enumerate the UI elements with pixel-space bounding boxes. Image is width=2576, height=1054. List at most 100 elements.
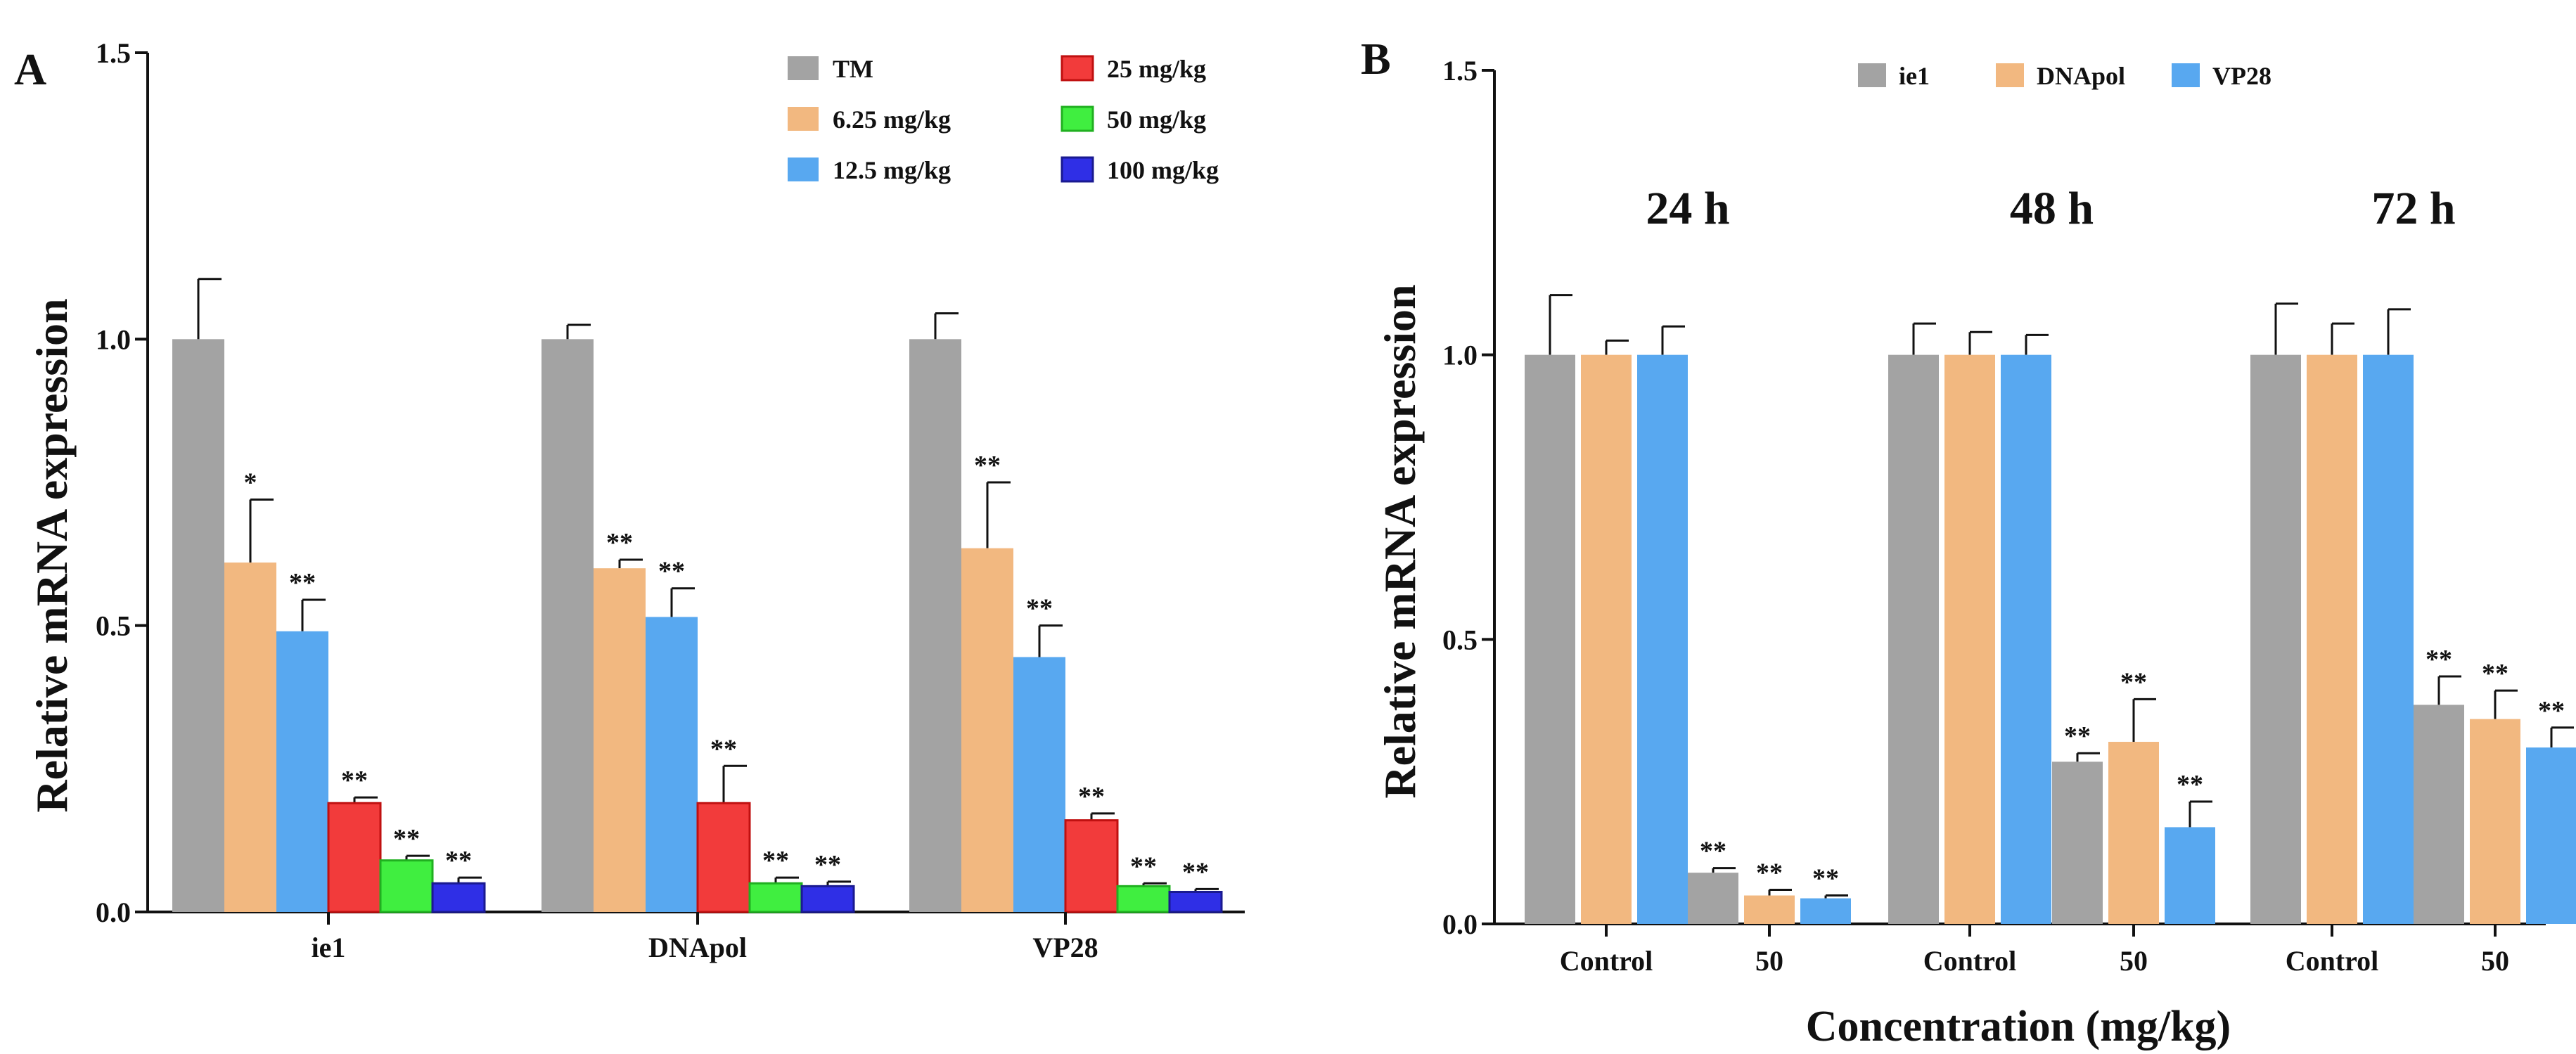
panel-b-significance: ** bbox=[1700, 837, 1726, 866]
panel-a-y-ticks: 0.0 0.5 1.0 1.5 bbox=[96, 37, 148, 928]
panel-a-bars: ***************** ********** ** bbox=[172, 278, 1223, 913]
panel-b-legend: ie1 DNApol VP28 bbox=[1858, 62, 2271, 90]
panel-a-significance: ** bbox=[445, 846, 472, 875]
panel-a-category-labels: ie1 DNApol VP28 bbox=[312, 912, 1098, 963]
panel-a-significance: ** bbox=[710, 734, 737, 764]
panel-a-bar bbox=[1168, 890, 1223, 913]
panel-a-bar bbox=[276, 631, 328, 912]
panel-b-y-tick-label: 0.5 bbox=[1442, 624, 1478, 655]
panel-b-bar bbox=[1637, 354, 1688, 925]
panel-b-bar bbox=[2363, 354, 2414, 925]
panel-a-bar bbox=[542, 339, 594, 912]
panel-a-bar bbox=[224, 563, 276, 912]
panel-a-significance: ** bbox=[606, 528, 633, 558]
panel-a-significance: ** bbox=[1026, 594, 1053, 624]
panel-a-category-label: VP28 bbox=[1032, 932, 1098, 963]
panel-a-legend: TM 6.25 mg/kg 12.5 mg/kg 25 mg/kg 50 mg/kg 10… bbox=[788, 55, 1219, 184]
panel-b-time-label: 24 h bbox=[1646, 183, 1729, 234]
panel-a-legend-label: 12.5 mg/kg bbox=[833, 156, 951, 184]
panel-a-bar bbox=[1116, 885, 1171, 913]
panel-a-legend-swatch bbox=[788, 158, 819, 181]
panel-b-bars: ** ** ** ** ** ** ** ** ** bbox=[1525, 294, 2576, 925]
panel-a-legend-swatch bbox=[1060, 55, 1094, 82]
panel-b-legend-label: ie1 bbox=[1899, 62, 1930, 90]
panel-b-y-ticks: 0.0 0.5 1.0 1.5 bbox=[1442, 55, 1494, 940]
panel-a-bar bbox=[327, 802, 382, 913]
panel-b-bar bbox=[1688, 873, 1738, 924]
panel-b-bar bbox=[2001, 354, 2051, 925]
panel-a-y-axis-title: Relative mRNA expression bbox=[27, 298, 77, 812]
panel-a-legend-swatch bbox=[1060, 156, 1094, 183]
panel-b-bar bbox=[1800, 898, 1851, 924]
panel-a-category-label: ie1 bbox=[312, 932, 346, 963]
panel-b-bar bbox=[1744, 895, 1795, 924]
panel-a: A Relative mRNA expression 0.00.51.01.5 … bbox=[14, 37, 1245, 963]
panel-a-legend-label: 25 mg/kg bbox=[1107, 55, 1206, 83]
panel-b-bar bbox=[2165, 827, 2215, 924]
panel-b-significance: ** bbox=[2177, 770, 2203, 799]
panel-b-label: B bbox=[1361, 34, 1391, 84]
panel-b-time-labels: 24 h 48 h 72 h bbox=[1646, 183, 2455, 234]
panel-a-significance: ** bbox=[1130, 851, 1157, 881]
panel-b-category-labels: Control 50 Control 50 Control 50 bbox=[1560, 924, 2509, 977]
panel-a-bar bbox=[961, 548, 1013, 912]
panel-a-significance: ** bbox=[658, 557, 685, 586]
panel-b: B Relative mRNA expression Concentration… bbox=[1361, 34, 2576, 1050]
panel-b-category-label: 50 bbox=[2481, 945, 2509, 977]
panel-b-bar bbox=[2526, 747, 2576, 924]
panel-b-category-label: 50 bbox=[2120, 945, 2148, 977]
panel-a-category-label: DNApol bbox=[648, 932, 747, 963]
panel-b-significance: ** bbox=[2120, 667, 2147, 697]
panel-a-bar bbox=[696, 802, 751, 913]
panel-a-bar bbox=[1064, 819, 1119, 913]
panel-a-bar bbox=[431, 882, 486, 913]
panel-a-significance: ** bbox=[1182, 857, 1209, 887]
panel-a-bar bbox=[646, 617, 698, 912]
panel-a-significance: ** bbox=[762, 846, 789, 875]
panel-a-legend-swatch bbox=[788, 56, 819, 80]
panel-b-bar bbox=[2470, 719, 2520, 924]
panel-a-label: A bbox=[14, 44, 46, 94]
panel-b-bar bbox=[1888, 354, 1939, 925]
panel-b-x-axis-title: Concentration (mg/kg) bbox=[1806, 1003, 2231, 1050]
panel-a-bar bbox=[379, 859, 434, 913]
panel-b-legend-label: VP28 bbox=[2212, 62, 2271, 90]
panel-b-category-label: Control bbox=[1923, 945, 2017, 977]
panel-b-significance: ** bbox=[2538, 696, 2565, 726]
panel-a-significance: ** bbox=[1078, 782, 1105, 811]
panel-b-significance: ** bbox=[2426, 645, 2452, 674]
panel-b-y-axis-title: Relative mRNA expression bbox=[1375, 284, 1425, 798]
panel-b-significance: ** bbox=[1756, 858, 1783, 887]
panel-b-category-label: 50 bbox=[1755, 945, 1783, 977]
panel-a-bar bbox=[1013, 657, 1065, 912]
panel-a-legend-label: 6.25 mg/kg bbox=[833, 105, 951, 134]
panel-b-bar bbox=[2307, 354, 2357, 925]
panel-b-legend-swatch bbox=[1996, 63, 2024, 87]
panel-a-y-tick-label: 1.0 bbox=[96, 323, 131, 355]
panel-a-y-tick-label: 1.5 bbox=[96, 37, 131, 69]
panel-b-category-label: Control bbox=[2286, 945, 2379, 977]
panel-b-category-label: Control bbox=[1560, 945, 1653, 977]
panel-b-bar bbox=[2250, 354, 2301, 925]
panel-a-y-tick-label: 0.0 bbox=[96, 896, 131, 928]
panel-a-legend-swatch bbox=[1060, 105, 1094, 132]
panel-b-bar bbox=[1525, 354, 1575, 925]
panel-a-legend-label: TM bbox=[833, 55, 873, 83]
panel-a-legend-swatch bbox=[788, 107, 819, 131]
panel-b-time-label: 48 h bbox=[2010, 183, 2094, 234]
panel-b-bar bbox=[2108, 742, 2159, 924]
panel-b-significance: ** bbox=[2064, 721, 2091, 751]
panel-b-significance: ** bbox=[1812, 864, 1839, 894]
panel-a-significance: ** bbox=[289, 568, 316, 598]
panel-a-significance: ** bbox=[393, 824, 420, 854]
panel-b-bar bbox=[2052, 761, 2103, 924]
panel-b-legend-label: DNApol bbox=[2037, 62, 2125, 90]
panel-b-y-tick-label: 1.5 bbox=[1442, 55, 1478, 86]
panel-a-significance: ** bbox=[974, 451, 1001, 480]
panel-a-significance: ** bbox=[341, 766, 368, 795]
panel-a-legend-label: 50 mg/kg bbox=[1107, 105, 1206, 134]
panel-b-y-tick-label: 0.0 bbox=[1442, 908, 1478, 940]
panel-b-time-label: 72 h bbox=[2371, 183, 2455, 234]
panel-a-bar bbox=[909, 339, 961, 912]
